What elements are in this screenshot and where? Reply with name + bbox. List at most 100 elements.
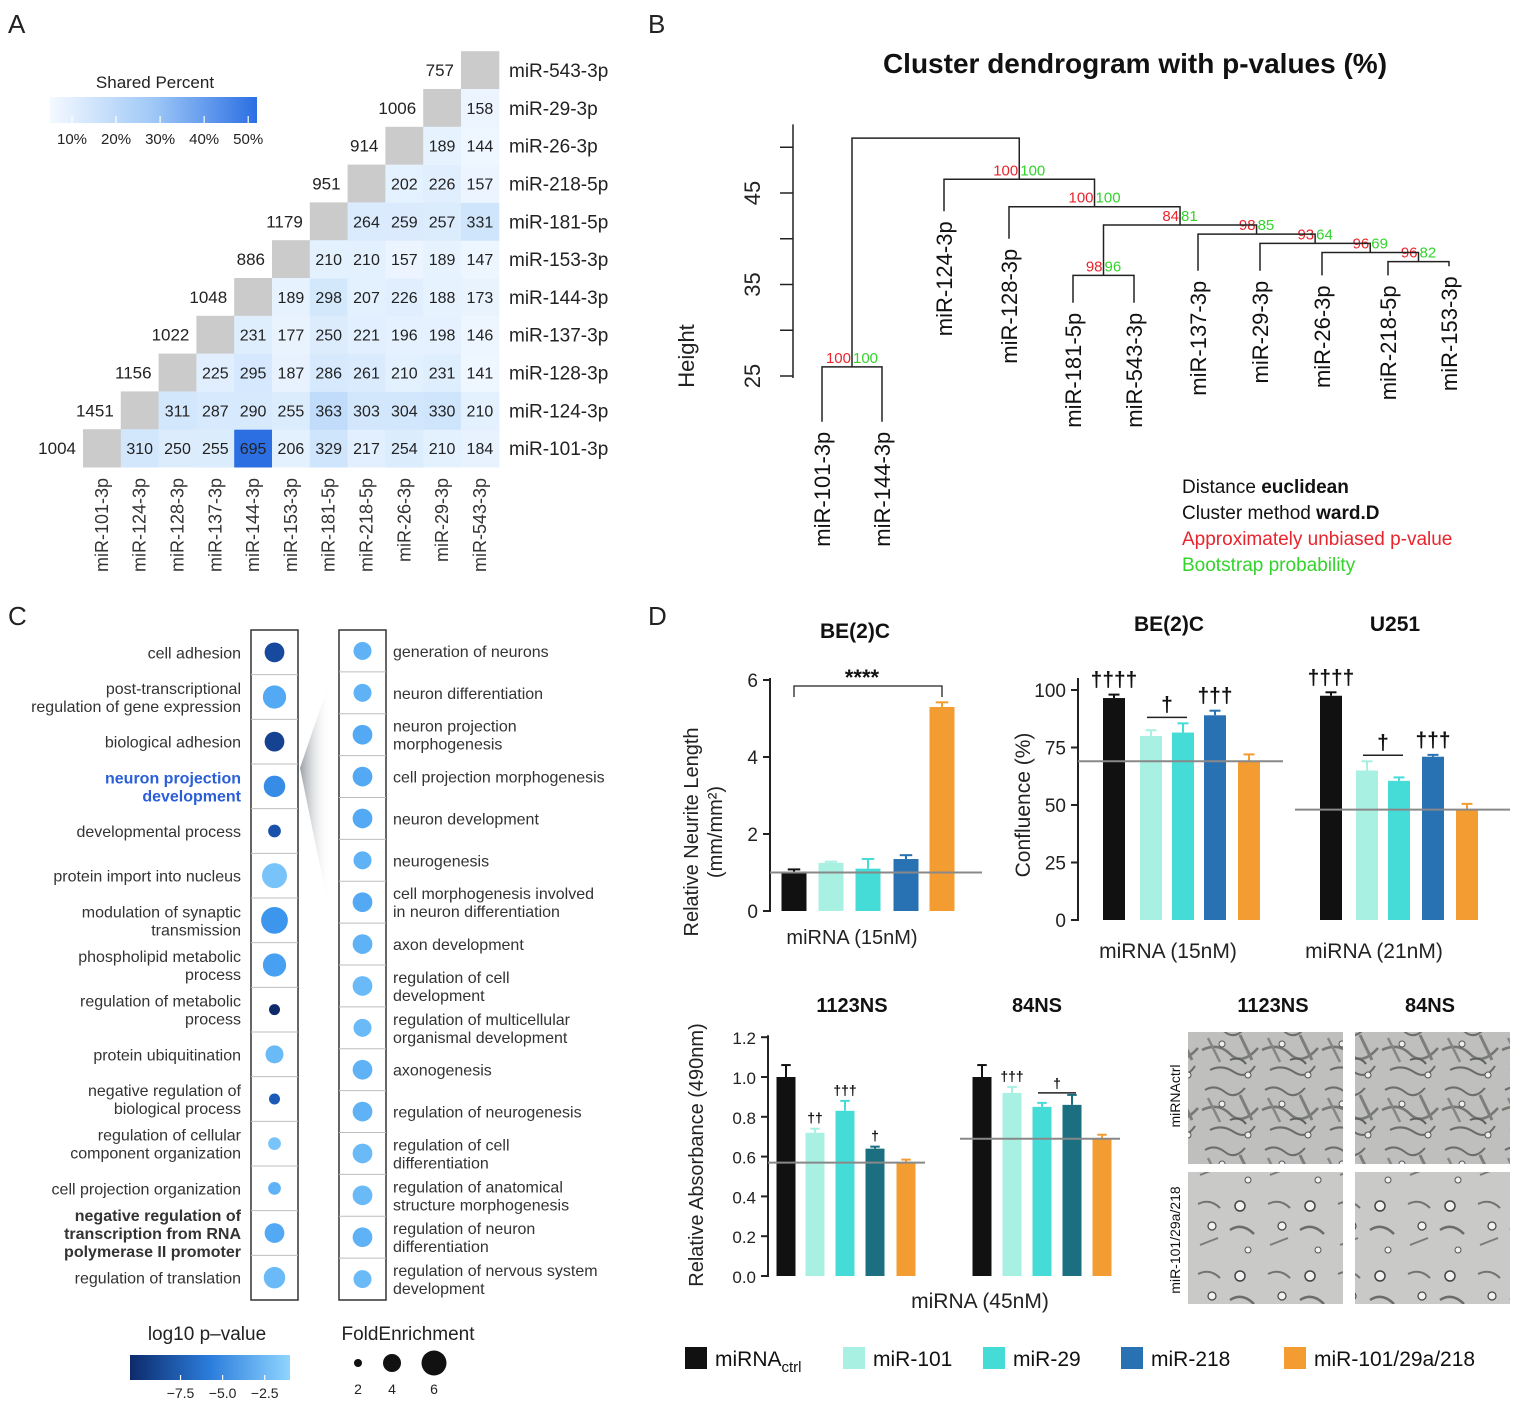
bar	[929, 706, 955, 911]
panel-letter-c: C	[8, 601, 27, 631]
d3-sig-mark: †	[871, 1128, 879, 1144]
heatmap-cell	[347, 391, 386, 430]
heatmap-cell-value: 250	[315, 328, 342, 345]
bar	[1172, 732, 1194, 920]
heatmap-diagonal-value: 1179	[266, 212, 303, 231]
bar	[1062, 1104, 1082, 1276]
dendrogram-au-value: 84	[1162, 208, 1179, 225]
go-dot	[261, 906, 288, 934]
d1-ylabel-unit: (mm/mm²)	[705, 786, 727, 878]
heatmap-diagonal-cell	[234, 278, 273, 317]
go-dot	[353, 1018, 372, 1037]
panel-b-dendrogram: Cluster dendrogram with p-values (%) Hei…	[674, 48, 1462, 576]
heatmap-row-label: miR-29-3p	[509, 99, 598, 120]
heatmap-cell	[385, 315, 424, 355]
heatmap-cell	[196, 353, 235, 392]
heatmap-cell-value: 196	[391, 328, 418, 345]
go-pvalue-tick-label: −2.5	[251, 1385, 279, 1401]
d3-xlabel: miRNA (45nM)	[911, 1290, 1049, 1313]
go-term-label: regulation of nervous system	[393, 1263, 598, 1280]
go-dot	[268, 824, 281, 838]
dendrogram-leaf-label: miR-101-3p	[810, 432, 835, 547]
dendrogram-au-value: 100	[826, 350, 851, 367]
heatmap-diagonal-value: 914	[350, 137, 378, 156]
heatmap-cell	[158, 391, 197, 430]
dendrogram-branch	[821, 366, 883, 422]
dendrogram-legend-item: Distance euclidean	[1182, 477, 1349, 498]
heatmap-legend-tick-label: 10%	[57, 131, 87, 148]
heatmap-cell-value: 189	[429, 139, 456, 156]
bar	[1320, 695, 1342, 920]
panel-a-heatmap: Shared Percent 10% 20% 30% 40% 50% 100414511…	[38, 51, 608, 572]
bar	[1456, 809, 1478, 920]
heatmap-cell-value: 261	[353, 366, 380, 383]
go-term-label: neuron projection	[105, 770, 241, 787]
d1-sig-label: ****	[845, 665, 880, 690]
go-term-label: process	[185, 1012, 241, 1029]
heatmap-cell	[309, 429, 349, 468]
go-term-label: in neuron differentiation	[393, 904, 560, 921]
go-dot	[352, 934, 373, 954]
go-term-label: biological adhesion	[105, 735, 241, 752]
heatmap-row-label: miR-124-3p	[509, 401, 608, 422]
go-term-label: regulation of cell	[393, 970, 510, 987]
heatmap-cell-value: 157	[391, 252, 418, 269]
d-legend-label: miR-218	[1151, 1348, 1230, 1371]
heatmap-row-label: miR-26-3p	[509, 137, 598, 158]
dendrogram-leaf-label: miR-137-3p	[1186, 281, 1211, 396]
go-term-label: cell morphogenesis involved	[393, 886, 594, 903]
heatmap-cell-value: 695	[240, 441, 267, 458]
heatmap-diagonal-cell	[423, 89, 462, 128]
go-dot	[269, 1093, 280, 1105]
heatmap-cell	[309, 353, 349, 392]
dendrogram-branch	[1102, 224, 1258, 276]
dendrogram-bp-value: 85	[1258, 217, 1275, 234]
heatmap-legend-tick-label: 30%	[145, 131, 175, 148]
go-term-label: generation of neurons	[393, 644, 549, 661]
d-legend-swatch	[1284, 1347, 1306, 1369]
heatmap-row-label: miR-144-3p	[509, 288, 608, 309]
dendrogram-legend-item: Cluster method ward.D	[1182, 503, 1379, 524]
heatmap-cell-value: 173	[467, 290, 494, 307]
heatmap-cell	[461, 429, 500, 468]
heatmap-cell	[461, 353, 500, 392]
d-legend-label: miR-101/29a/218	[1314, 1348, 1475, 1371]
bar	[893, 859, 919, 911]
go-dot	[265, 1045, 284, 1064]
heatmap-cell-value: 255	[202, 441, 229, 458]
heatmap-cell	[423, 278, 462, 317]
go-left-frame	[250, 629, 299, 1301]
go-term-label: developmental process	[76, 824, 241, 841]
heatmap-cell-value: 210	[429, 441, 456, 458]
micrograph-row-label-combo: miR-101/29a/218	[1167, 1186, 1183, 1294]
go-dot	[352, 1227, 373, 1248]
heatmap-cell	[272, 391, 311, 430]
heatmap-diagonal-value: 1006	[378, 99, 416, 118]
d2-sig-mark: ††††	[1091, 669, 1138, 692]
heatmap-cell	[309, 278, 349, 317]
dendrogram-bp-value: 64	[1316, 226, 1333, 243]
d-legend-swatch	[843, 1347, 865, 1369]
go-pvalue-tick-label: −5.0	[209, 1385, 237, 1401]
panel-letter-b: B	[648, 9, 665, 39]
heatmap-diagonal-value: 757	[426, 61, 454, 80]
go-pvalue-colorbar	[130, 1355, 290, 1380]
go-size-legend-label: 6	[430, 1381, 438, 1397]
go-term-label: process	[185, 967, 241, 984]
heatmap-cell-value: 202	[391, 177, 418, 194]
heatmap-cell-value: 226	[391, 290, 418, 307]
panel-letter-d: D	[648, 601, 667, 631]
go-dot	[264, 731, 285, 752]
go-term-label: axonogenesis	[393, 1063, 492, 1080]
heatmap-cell	[196, 391, 235, 430]
go-term-label: neurogenesis	[393, 853, 489, 870]
heatmap-row-label: miR-137-3p	[509, 326, 608, 347]
heatmap-cell	[385, 240, 424, 279]
d2-xlabel: miRNA (15nM)	[1099, 940, 1237, 963]
d-legend-swatch	[685, 1347, 707, 1369]
go-term-label: cell projection organization	[52, 1181, 241, 1198]
go-term-label: morphogenesis	[393, 737, 502, 754]
bar	[805, 1132, 825, 1276]
heatmap-col-label: miR-128-3p	[168, 478, 188, 572]
bar	[1092, 1138, 1112, 1276]
